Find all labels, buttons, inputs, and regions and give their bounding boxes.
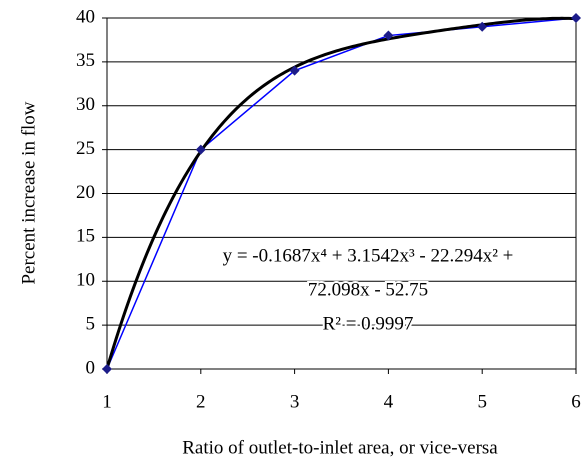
y-tick-label: 10 [76, 270, 95, 291]
marker [195, 144, 206, 155]
x-tick-label: 3 [290, 391, 300, 412]
trendline-equation: R² = 0.9997 [323, 313, 414, 334]
trendline [105, 16, 577, 370]
trendline-equation: 72.098x - 52.75 [308, 279, 428, 300]
marker [477, 21, 488, 32]
y-tick-label: 35 [76, 50, 95, 71]
y-axis-label: Percent increase in flow [18, 101, 39, 284]
x-tick-label: 1 [102, 391, 112, 412]
y-tick-label: 30 [76, 94, 95, 115]
x-tick-label: 2 [196, 391, 206, 412]
y-tick-label: 0 [86, 357, 96, 378]
y-tick-label: 5 [86, 313, 96, 334]
y-tick-label: 25 [76, 138, 95, 159]
x-tick-label: 4 [384, 391, 394, 412]
trendline-equation: y = -0.1687x⁴ + 3.1542x³ - 22.294x² + [223, 245, 514, 266]
x-tick-label: 6 [571, 391, 581, 412]
x-axis-label: Ratio of outlet-to-inlet area, or vice-v… [182, 437, 498, 458]
plot-frame [106, 17, 577, 370]
y-tick-label: 40 [76, 6, 95, 27]
marker [571, 13, 581, 23]
marker [383, 30, 394, 41]
series-line [106, 17, 577, 370]
y-tick-label: 20 [76, 182, 95, 203]
marker [102, 364, 112, 374]
y-tick-label: 15 [76, 226, 95, 247]
marker [289, 65, 300, 76]
x-tick-label: 5 [477, 391, 487, 412]
